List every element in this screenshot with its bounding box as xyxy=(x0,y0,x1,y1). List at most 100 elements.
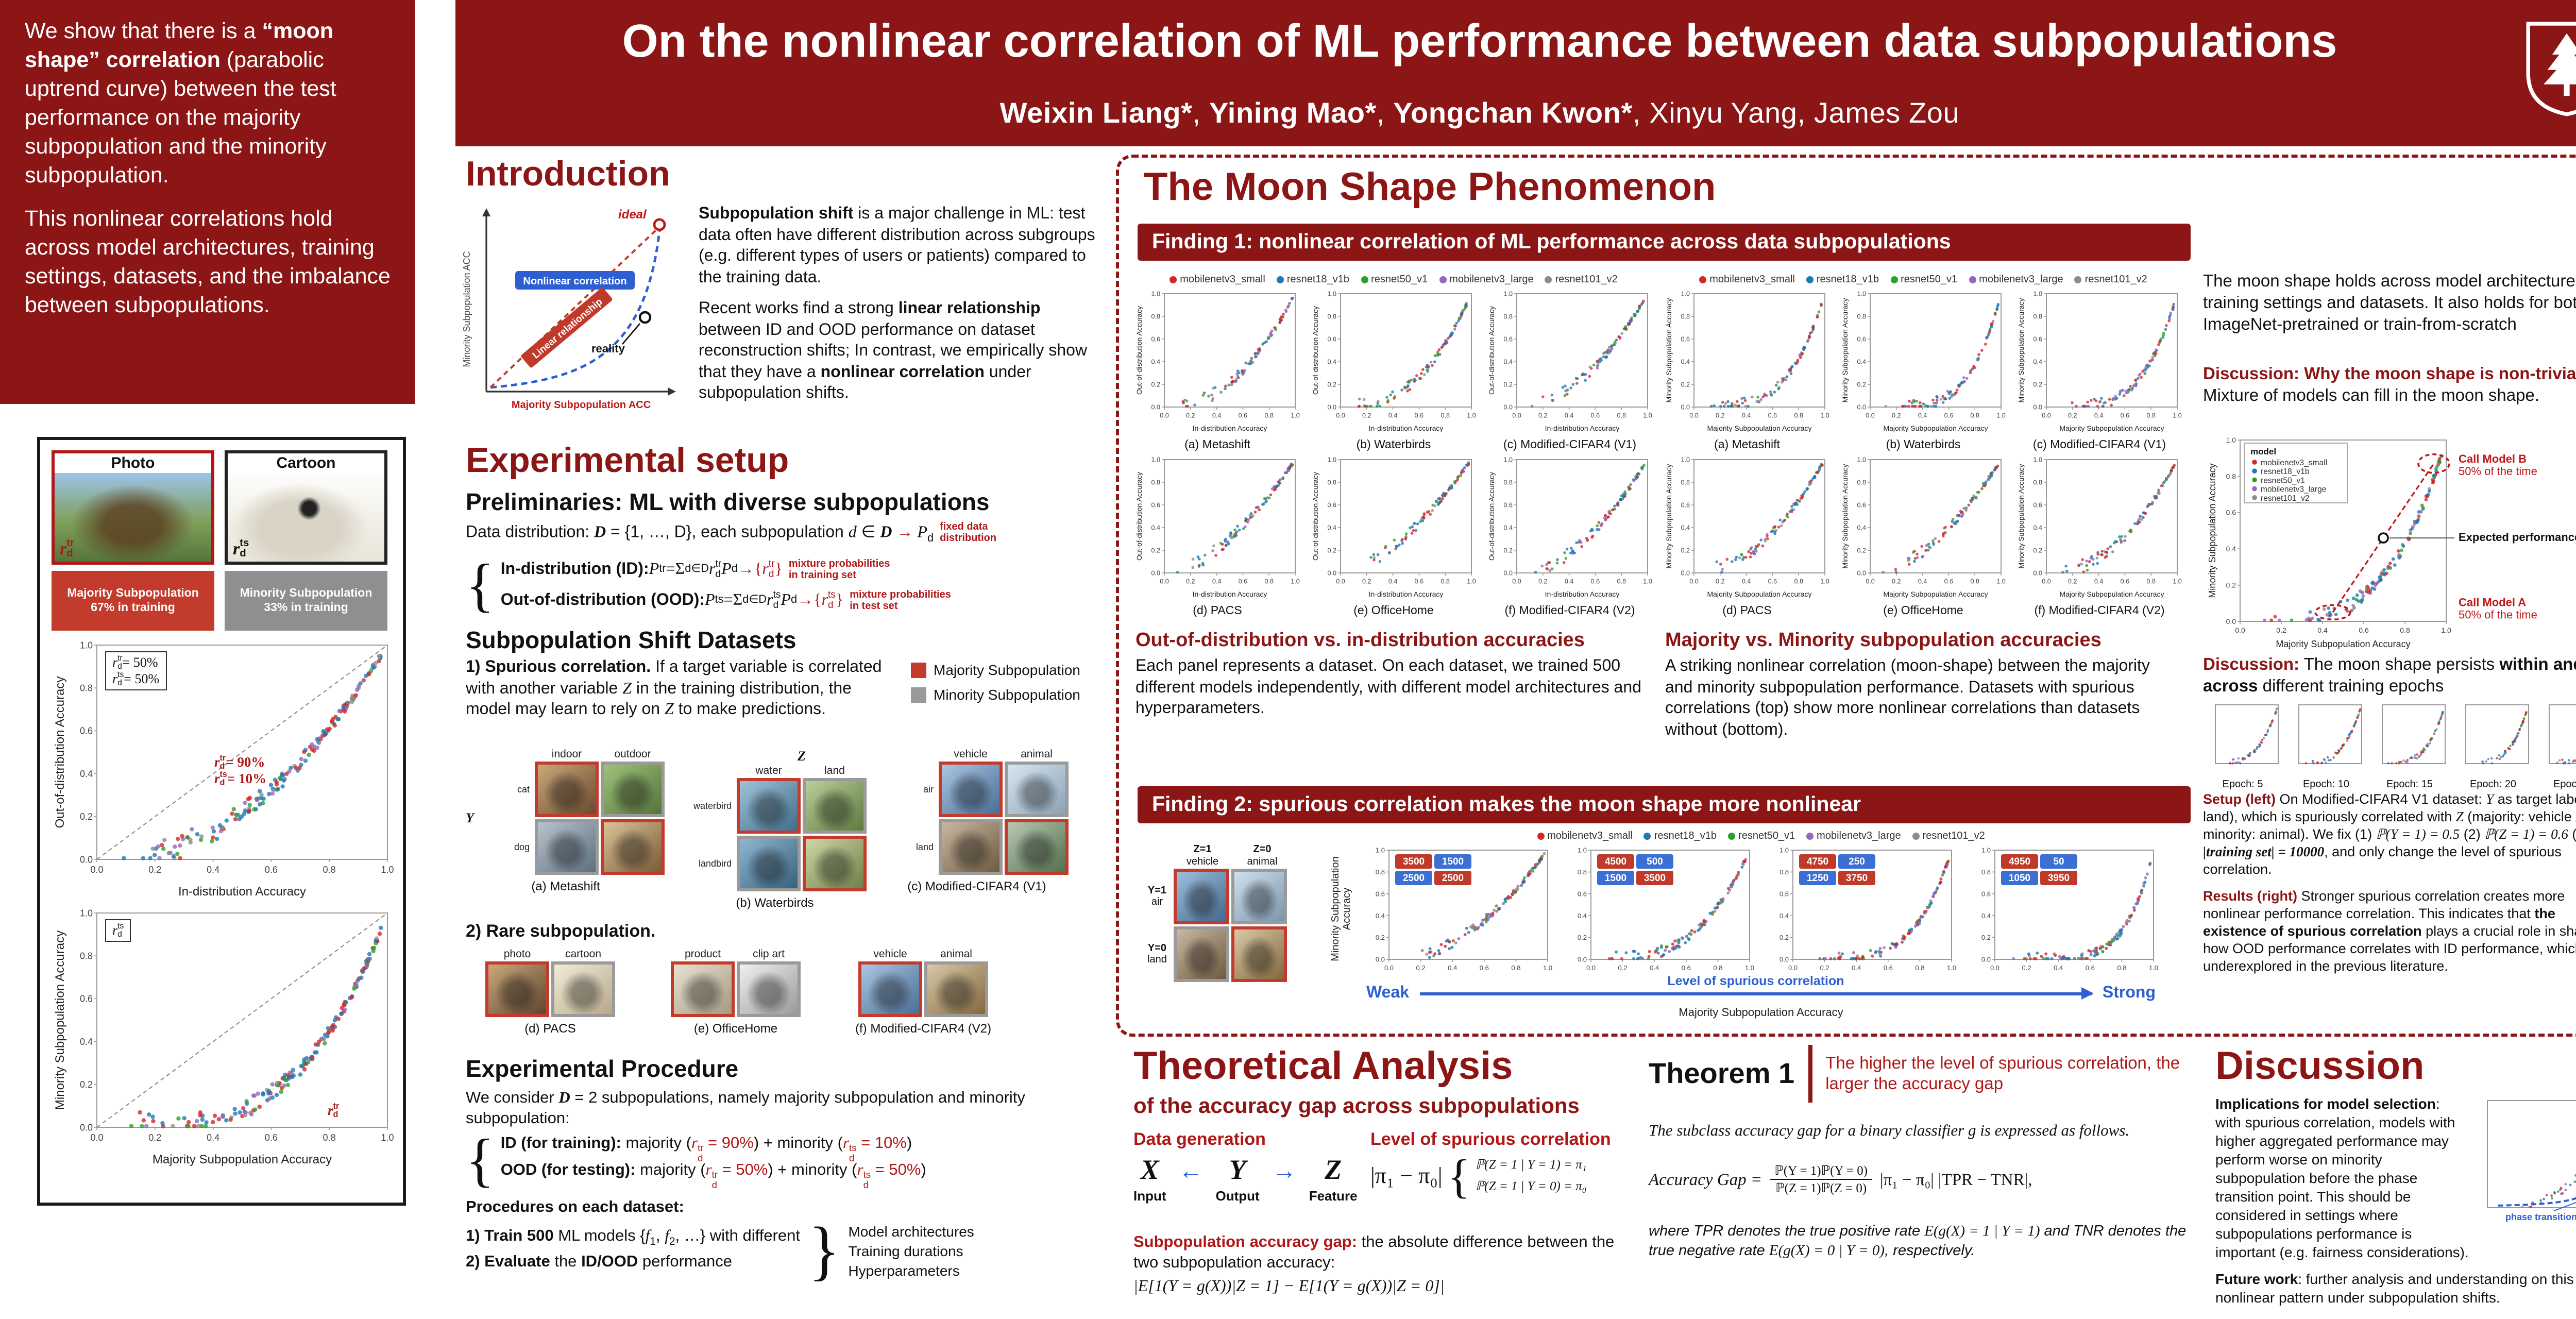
svg-text:0.8: 0.8 xyxy=(80,683,93,694)
svg-text:1.0: 1.0 xyxy=(2149,964,2158,972)
svg-text:Majority Subpopulation Accurac: Majority Subpopulation Accuracy xyxy=(2059,590,2164,598)
svg-text:0.0: 0.0 xyxy=(1586,964,1596,972)
discussion-epochs: Discussion: The moon shape persists with… xyxy=(2203,655,2576,696)
svg-text:0.8: 0.8 xyxy=(1376,868,1385,876)
svg-text:0.0: 0.0 xyxy=(2033,569,2042,577)
svg-text:0.4: 0.4 xyxy=(1852,964,1861,972)
svg-text:1.0: 1.0 xyxy=(1857,290,1866,297)
scatter-plot: 0.00.0 0.2 0.2 0.4 0.4 0.6 0.6 0.8 0.8 1.0 1.0 In-d… xyxy=(1487,290,1652,432)
svg-text:0.6: 0.6 xyxy=(1944,412,1954,419)
legend-item: mobilenetv3_small xyxy=(1699,274,1795,285)
procedure-intro: We consider D = 2 subpopulations, namely… xyxy=(466,1089,1025,1127)
svg-text:0.2: 0.2 xyxy=(1538,412,1548,419)
id-training-line: ID (for training): majority (r tr d = 90%)… xyxy=(500,1135,912,1163)
svg-text:0.8: 0.8 xyxy=(1327,479,1336,486)
svg-text:0.0: 0.0 xyxy=(1689,578,1699,585)
legend-item: mobilenetv3_small xyxy=(1170,274,1265,285)
count-chips: 3500 1500 2500 2500 xyxy=(1395,854,1471,885)
count-chips: 4750 250 1250 3750 xyxy=(1799,854,1875,885)
svg-text:0.8: 0.8 xyxy=(1970,578,1979,585)
panel-caption: (a) Metashift xyxy=(1714,439,1780,451)
dataset-image-tile xyxy=(535,819,599,875)
svg-text:Minority Subpopulation Accurac: Minority Subpopulation Accuracy xyxy=(2017,298,2025,402)
panel-caption: (c) Modified-CIFAR4 (V1) xyxy=(2032,439,2166,451)
svg-text:Minority Subpopulation Accurac: Minority Subpopulation Accuracy xyxy=(1841,298,1849,402)
svg-text:0.0: 0.0 xyxy=(1780,956,1789,963)
dataset-grid: product clip art (e) OfficeHome xyxy=(670,948,802,1036)
f2-scatter-panel: 0.0 0.0 0.2 0.2 0.4 0.4 0.6 0.6 0.8 0.8 1.0 1.0 4950… xyxy=(1968,846,2160,987)
legend-minority: Minority Subpopulation xyxy=(911,686,1080,703)
f2-legend: mobilenetv3_small resnet18_v1b resnet50_v1… xyxy=(1362,827,2160,844)
scatter-plot: 0.00.0 0.2 0.2 0.4 0.4 0.6 0.6 0.8 0.8 1.0 1.0 Majo… xyxy=(1841,456,2006,598)
svg-text:0.4: 0.4 xyxy=(1981,912,1991,920)
cifar-image-tile xyxy=(1174,926,1229,982)
svg-text:0.6: 0.6 xyxy=(1239,578,1248,585)
legend-item: resnet18_v1b xyxy=(1806,274,1879,285)
svg-text:0.0: 0.0 xyxy=(1512,412,1521,419)
svg-text:0.4: 0.4 xyxy=(1857,358,1866,365)
count-chip: 3950 xyxy=(2040,871,2077,885)
svg-text:0.8: 0.8 xyxy=(2146,412,2156,419)
svg-text:50% of the time: 50% of the time xyxy=(2459,608,2537,621)
svg-text:1.0: 1.0 xyxy=(1467,412,1476,419)
svg-text:0.2: 0.2 xyxy=(148,1132,161,1143)
svg-text:1.0: 1.0 xyxy=(1820,578,1829,585)
svg-text:0.4: 0.4 xyxy=(1780,912,1789,920)
svg-text:0.0: 0.0 xyxy=(1866,412,1875,419)
moon-heading: The Moon Shape Phenomenon xyxy=(1144,166,1716,209)
epoch-panel: Epoch: 20 xyxy=(2453,702,2533,790)
svg-text:0.6: 0.6 xyxy=(265,1132,278,1143)
svg-text:In-distribution Accuracy: In-distribution Accuracy xyxy=(1545,424,1620,432)
photo-card-label: Photo xyxy=(111,454,155,472)
svg-text:0.0: 0.0 xyxy=(1788,964,1798,972)
svg-text:0.8: 0.8 xyxy=(1780,868,1789,876)
svg-text:1.0: 1.0 xyxy=(2033,456,2042,463)
svg-text:0.0: 0.0 xyxy=(1160,578,1169,585)
svg-text:0.4: 0.4 xyxy=(80,1037,93,1047)
svg-text:0.8: 0.8 xyxy=(1794,412,1803,419)
svg-text:0.8: 0.8 xyxy=(1794,578,1803,585)
svg-text:0.6: 0.6 xyxy=(1503,335,1513,343)
legend-item: resnet101_v2 xyxy=(1545,274,1618,285)
svg-text:1.0: 1.0 xyxy=(1291,578,1300,585)
svg-text:Out-of-distribution Accuracy: Out-of-distribution Accuracy xyxy=(1311,472,1319,561)
svg-text:0.4: 0.4 xyxy=(207,1132,219,1143)
svg-text:0.0: 0.0 xyxy=(1857,569,1866,577)
moon-shape-panel: The Moon Shape Phenomenon Finding 1: non… xyxy=(1116,155,2576,1037)
svg-text:0.6: 0.6 xyxy=(2033,335,2042,343)
scatter-plot: 0.00.0 0.2 0.2 0.4 0.4 0.6 0.6 0.8 0.8 1.0 1.0 Majo… xyxy=(1665,290,1829,432)
dog-photo-placeholder: r tr d xyxy=(55,473,211,562)
step-2: 2) Evaluate the ID/OOD performance xyxy=(466,1253,732,1270)
svg-text:0.8: 0.8 xyxy=(1681,313,1690,320)
svg-text:1.0: 1.0 xyxy=(1151,456,1160,463)
epoch-plots: Epoch: 5 Epoch: 10 Epoch: 15 Epoch: 20 Epoch… xyxy=(2203,702,2576,790)
svg-text:0.8: 0.8 xyxy=(1440,578,1450,585)
sidebar-figure: Photo r tr d Cartoon r ts d Majority Subpopu… xyxy=(37,437,406,1206)
svg-text:0.8: 0.8 xyxy=(1151,313,1160,320)
svg-text:0.6: 0.6 xyxy=(1884,964,1893,972)
group2-caption: Majority vs. Minority subpopulation accu… xyxy=(1665,630,2150,738)
epoch-panel: Epoch: 10 xyxy=(2286,702,2366,790)
svg-text:0.4: 0.4 xyxy=(1857,524,1866,531)
dataset-grid: vehicle animal (f) Modified-CIFAR4 (V2) xyxy=(855,948,992,1036)
dataset-image-tile xyxy=(737,778,801,834)
svg-text:1.0: 1.0 xyxy=(381,865,394,875)
rare-dataset-grids: photo cartoon (d) PACS product clip art (e) O… xyxy=(484,948,991,1036)
dataset-image-tile xyxy=(803,778,867,834)
svg-text:0.0: 0.0 xyxy=(1336,412,1345,419)
svg-text:0.4: 0.4 xyxy=(1376,912,1385,920)
count-chip: 4500 xyxy=(1597,854,1634,869)
svg-text:0.8: 0.8 xyxy=(1503,313,1513,320)
subpopulation-legend: Majority Subpopulation Minority Subpopul… xyxy=(911,662,1080,711)
strong-label: Strong xyxy=(2102,984,2156,1002)
scatter-plot: 0.00.0 0.2 0.2 0.4 0.4 0.6 0.6 0.8 0.8 1.0 1.0 Majo… xyxy=(2017,290,2182,432)
svg-text:0.2: 0.2 xyxy=(1681,381,1690,388)
f2-image-grid: Z=1 vehicle Z=0 animal Y=1 air Y=0 land xyxy=(1142,844,1292,983)
r-ts-label: r ts d xyxy=(233,537,249,560)
svg-text:0.8: 0.8 xyxy=(2033,313,2042,320)
svg-text:0.6: 0.6 xyxy=(1681,501,1690,509)
legend-item: resnet50_v1 xyxy=(1890,274,1957,285)
panel-caption: (b) Waterbirds xyxy=(1886,439,1961,451)
diagram-ylabel: Minority Subpopulation ACC xyxy=(462,251,472,367)
svg-text:0.2: 0.2 xyxy=(1578,934,1587,941)
